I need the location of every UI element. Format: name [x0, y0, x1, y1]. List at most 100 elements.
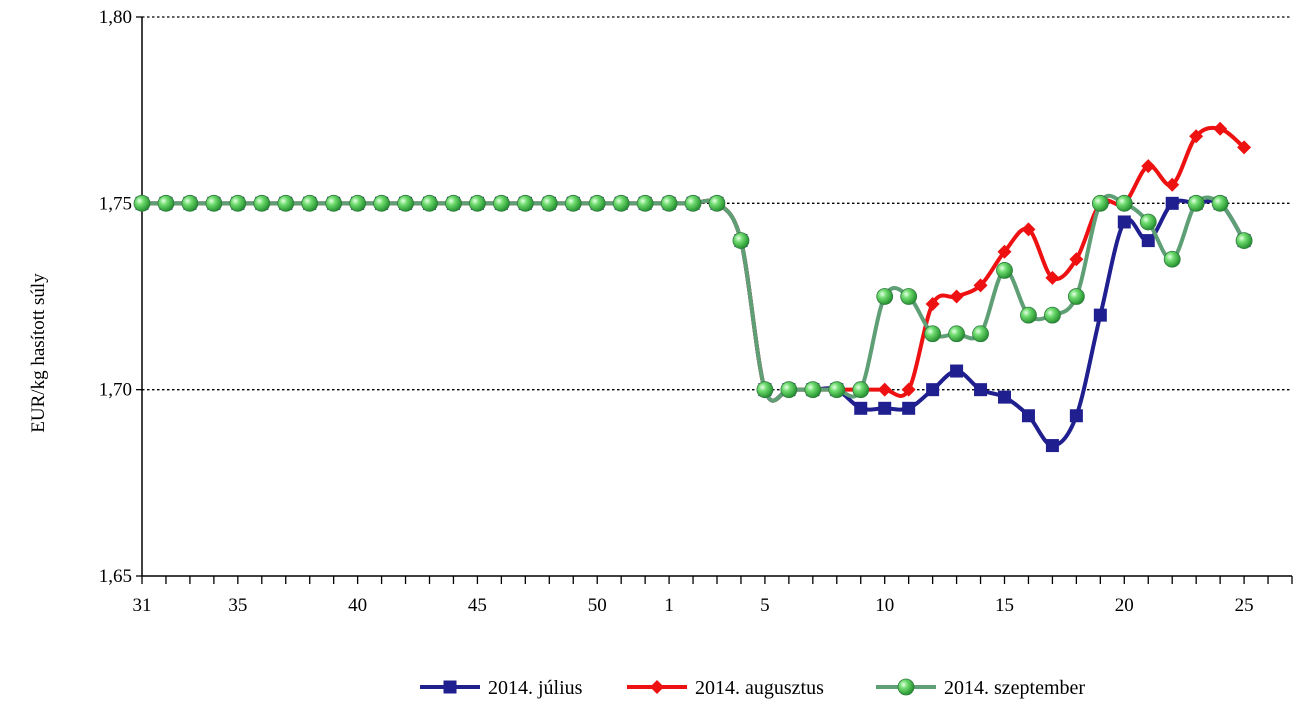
data-point — [1093, 308, 1107, 322]
data-point — [205, 194, 223, 212]
x-tick-label: 5 — [760, 595, 770, 616]
data-point — [948, 325, 965, 343]
data-point — [1237, 140, 1252, 155]
data-point — [804, 381, 822, 399]
data-point — [133, 194, 151, 212]
data-point — [397, 194, 414, 212]
x-tick-label: 1 — [664, 595, 674, 616]
data-point — [1067, 288, 1085, 305]
data-point — [972, 325, 989, 343]
data-point — [421, 194, 438, 212]
data-point — [854, 401, 868, 415]
data-point — [949, 289, 964, 304]
data-point — [516, 194, 534, 212]
data-point — [973, 278, 988, 293]
data-point — [877, 382, 892, 397]
x-tick-label: 40 — [348, 595, 367, 616]
x-tick-label: 15 — [995, 595, 1014, 616]
y-tick-label: 1,75 — [99, 193, 132, 214]
legend-item-2: 2014. augusztus — [627, 677, 824, 699]
x-tick-label: 10 — [875, 595, 894, 616]
data-point — [902, 401, 916, 415]
legend-item-3: 2014. szeptember — [876, 677, 1085, 699]
data-point — [1045, 439, 1059, 453]
data-point — [1021, 222, 1036, 237]
x-axis: 31 35 40 45 50 1 5 10 15 20 25 — [133, 575, 1293, 616]
data-point — [1069, 252, 1084, 267]
data-point — [1163, 250, 1181, 268]
data-point — [325, 194, 343, 212]
x-tick-label: 25 — [1235, 595, 1254, 616]
data-point — [926, 383, 940, 397]
data-point — [1235, 232, 1253, 250]
data-point — [1187, 194, 1205, 212]
data-point — [1021, 409, 1035, 423]
data-point — [876, 288, 894, 305]
x-tick-label: 35 — [228, 595, 247, 616]
data-point — [660, 194, 678, 212]
data-point — [1165, 177, 1180, 192]
data-point — [684, 194, 702, 212]
data-point — [373, 194, 390, 212]
data-point — [925, 296, 940, 311]
legend-marker — [650, 680, 664, 694]
legend-label: 2014. augusztus — [695, 677, 824, 699]
y-tick-label: 1,65 — [99, 566, 132, 587]
data-point — [924, 325, 942, 343]
data-point — [588, 194, 606, 212]
data-point — [612, 194, 630, 212]
data-point — [732, 232, 750, 250]
data-point — [301, 194, 319, 212]
series-line — [142, 125, 1246, 403]
data-point — [1020, 306, 1037, 324]
data-point — [1115, 194, 1133, 212]
data-point — [1117, 215, 1131, 229]
data-point — [636, 194, 654, 212]
data-point — [349, 194, 367, 212]
legend-item-1: 2014. július — [420, 677, 583, 699]
data-point — [445, 194, 462, 212]
x-tick-label: 50 — [588, 595, 607, 616]
data-point — [229, 194, 247, 212]
data-point — [540, 194, 558, 212]
legend-marker — [897, 678, 915, 696]
x-tick-label: 20 — [1115, 595, 1134, 616]
data-point — [950, 364, 964, 378]
data-point — [1045, 270, 1060, 285]
data-point — [1165, 196, 1179, 210]
data-point — [1069, 409, 1083, 423]
data-point — [996, 262, 1013, 279]
data-point — [852, 381, 870, 399]
series-layer — [133, 121, 1253, 453]
data-point — [1213, 121, 1228, 136]
data-point — [157, 194, 175, 212]
y-tick-label: 1,70 — [99, 380, 132, 401]
series-1 — [135, 196, 1251, 453]
data-point — [756, 381, 774, 399]
data-point — [780, 381, 798, 399]
series-3 — [133, 193, 1253, 403]
data-point — [1189, 129, 1204, 144]
legend-marker — [443, 680, 457, 694]
data-point — [492, 194, 510, 212]
data-point — [1141, 234, 1155, 248]
legend-label: 2014. szeptember — [944, 677, 1085, 699]
series-line — [142, 198, 1246, 448]
data-point — [901, 382, 916, 397]
data-point — [998, 390, 1011, 404]
data-point — [253, 194, 271, 212]
data-point — [1044, 306, 1061, 324]
data-point — [997, 244, 1012, 259]
data-point — [1141, 159, 1156, 174]
data-point — [900, 288, 918, 305]
data-point — [277, 194, 295, 212]
data-point — [469, 194, 486, 212]
legend: 2014. július 2014. augusztus 2014. szeptem… — [420, 677, 1085, 699]
y-axis: 1,65 1,70 1,75 1,80 — [99, 7, 143, 587]
data-point — [564, 194, 582, 212]
y-tick-label: 1,80 — [99, 7, 132, 28]
data-point — [1139, 213, 1157, 231]
y-axis-title: EUR/kg hasított súly — [28, 273, 49, 433]
data-point — [708, 194, 726, 212]
